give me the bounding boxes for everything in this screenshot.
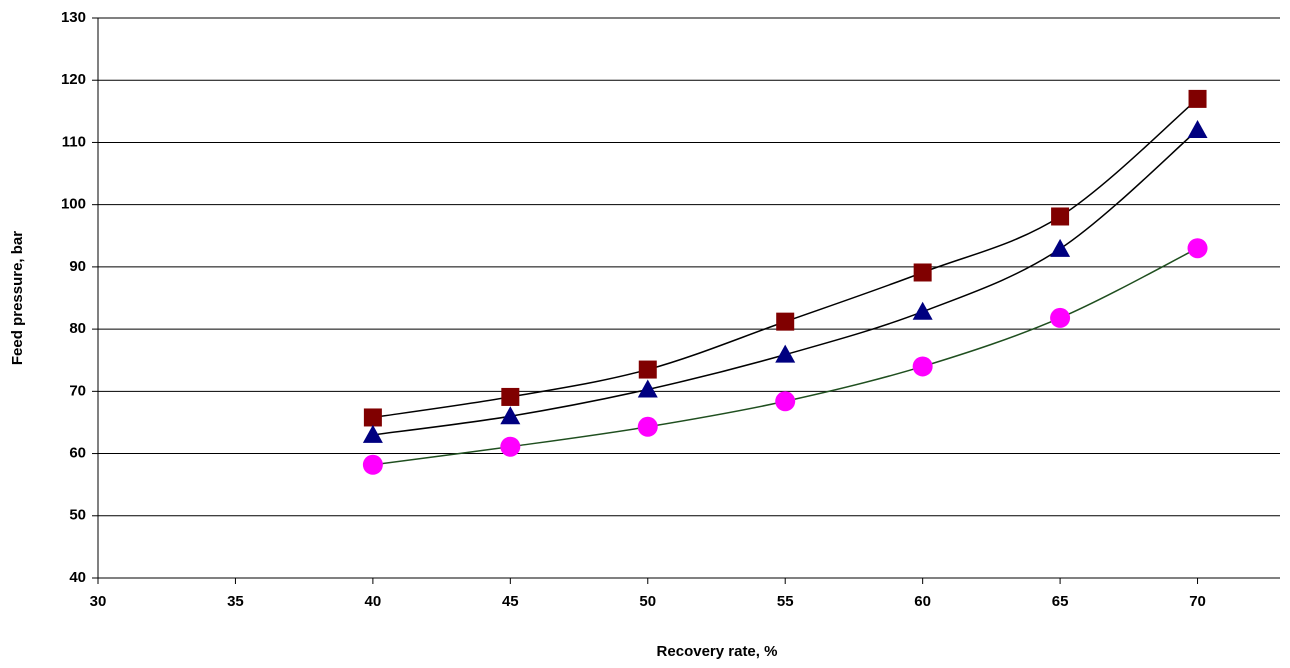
x-tick-label: 60 [914, 593, 931, 610]
y-tick-label: 110 [62, 133, 86, 150]
x-tick-label: 30 [90, 593, 107, 610]
y-tick-label: 100 [61, 196, 86, 213]
marker-circle [362, 454, 383, 475]
marker-square [913, 263, 932, 282]
marker-triangle [1050, 238, 1071, 257]
x-tick-label: 70 [1189, 593, 1206, 610]
series-line [372, 98, 1199, 419]
y-tick-label: 60 [69, 445, 86, 462]
marker-triangle [500, 406, 521, 425]
y-tick-label: 70 [69, 382, 86, 399]
marker-triangle [1187, 120, 1208, 138]
marker-circle [1187, 238, 1208, 259]
marker-triangle [775, 344, 796, 363]
x-tick-label: 45 [502, 593, 519, 610]
marker-square [1188, 89, 1207, 108]
y-tick-label: 40 [69, 569, 86, 586]
marker-square [363, 408, 382, 427]
y-axis-label: Feed pressure, bar [9, 231, 26, 365]
marker-circle [500, 436, 521, 457]
marker-triangle [637, 379, 658, 398]
y-tick-label: 120 [61, 71, 86, 88]
x-tick-label: 50 [639, 593, 656, 610]
x-axis-label: Recovery rate, % [657, 643, 778, 660]
marker-square [776, 312, 795, 331]
marker-circle [1050, 307, 1071, 328]
x-tick-label: 55 [777, 593, 794, 610]
x-tick-label: 35 [227, 593, 244, 610]
x-tick-label: 65 [1052, 593, 1069, 610]
marker-circle [775, 391, 796, 412]
y-tick-label: 90 [69, 258, 86, 275]
marker-circle [912, 356, 933, 377]
y-tick-label: 50 [69, 507, 86, 524]
marker-square [1051, 207, 1070, 226]
marker-triangle [912, 301, 933, 320]
marker-square [501, 387, 520, 406]
marker-circle [637, 416, 658, 437]
y-tick-label: 130 [61, 9, 86, 26]
series-line [372, 129, 1199, 436]
x-tick-label: 40 [365, 593, 382, 610]
marker-square [638, 360, 657, 379]
marker-triangle [362, 424, 383, 443]
y-tick-label: 80 [69, 320, 86, 337]
